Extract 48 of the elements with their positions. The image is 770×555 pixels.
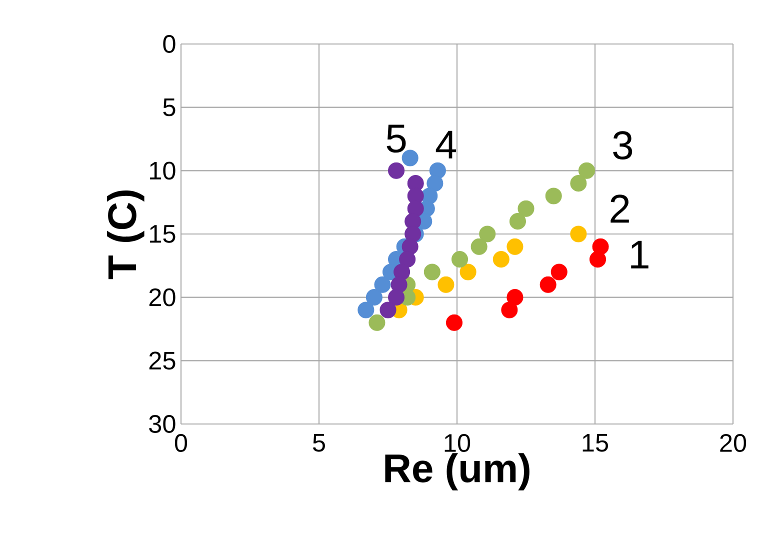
x-tick-label: 10 (444, 434, 470, 452)
series-label: 2 (610, 194, 629, 223)
point (509, 213, 526, 230)
x-tick-label: 15 (582, 434, 608, 452)
series-label: 5 (386, 124, 406, 153)
point (388, 162, 405, 179)
series-label: 3 (613, 131, 632, 160)
y-tick-label: 5 (163, 98, 176, 116)
point (545, 188, 562, 204)
point (438, 276, 454, 293)
y-tick-label: 25 (149, 352, 176, 370)
y-axis-title: T (C) (107, 190, 144, 280)
point (550, 264, 568, 280)
series-label: 4 (436, 130, 456, 158)
point (388, 289, 405, 306)
point (451, 251, 468, 268)
y-tick-label: 0 (163, 35, 176, 53)
point (380, 302, 396, 318)
point (540, 276, 556, 293)
y-tick-label: 30 (149, 415, 176, 433)
point (470, 238, 488, 255)
point (501, 302, 518, 318)
x-axis-title: Re (um) (385, 453, 530, 490)
point (506, 238, 524, 255)
point (358, 302, 374, 318)
point (426, 175, 444, 192)
series-label: 1 (631, 240, 648, 268)
point (479, 226, 496, 242)
point (399, 251, 416, 268)
point (506, 289, 524, 306)
point (492, 251, 510, 268)
point (460, 264, 476, 280)
x-tick-label: 20 (720, 434, 746, 452)
x-tick-label: 5 (312, 434, 325, 452)
point (368, 314, 386, 331)
point (570, 175, 587, 192)
point (518, 200, 534, 217)
y-tick-label: 20 (149, 288, 176, 306)
x-tick-label: 0 (174, 434, 188, 452)
point (424, 264, 440, 280)
y-tick-label: 10 (150, 162, 176, 180)
point (446, 314, 463, 331)
point (589, 251, 606, 268)
point (366, 289, 382, 306)
y-tick-label: 15 (150, 225, 176, 243)
point (374, 276, 391, 293)
point (578, 162, 595, 179)
point (570, 226, 587, 242)
